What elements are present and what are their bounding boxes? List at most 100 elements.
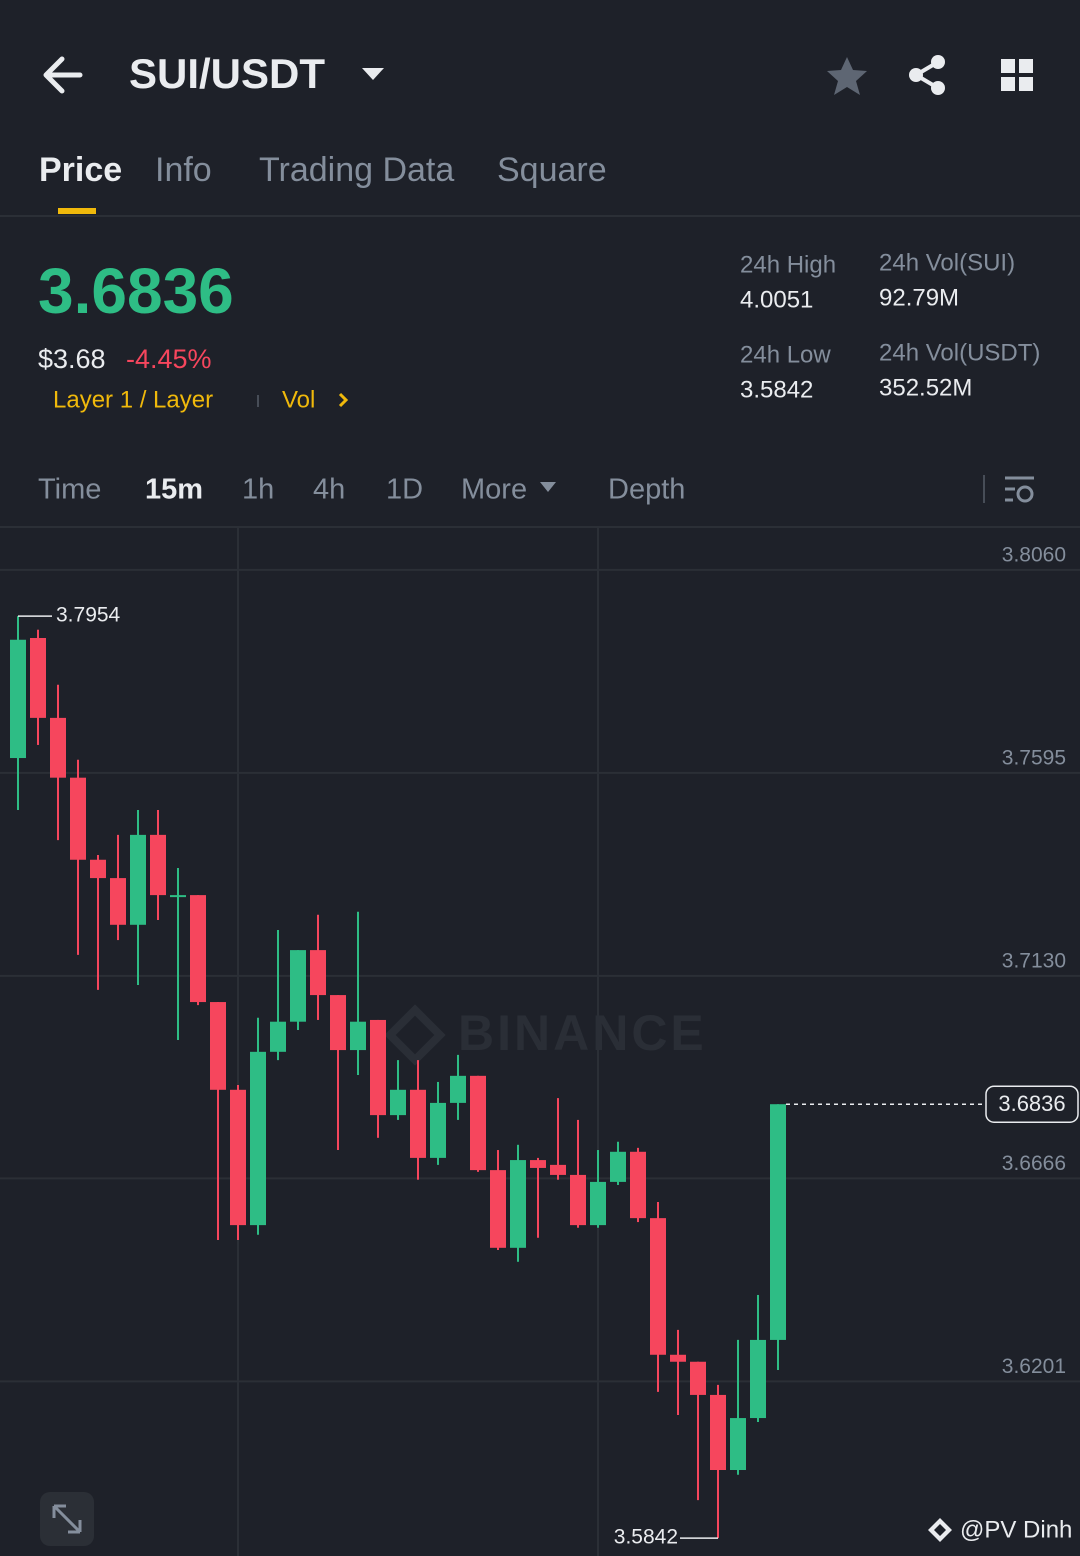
interval[interactable]: 4h (313, 474, 345, 506)
tab[interactable]: Square (497, 151, 607, 189)
candle-body (770, 1104, 786, 1340)
last-price: 3.6836 (38, 255, 234, 327)
stat-label: 24h Vol(SUI) (879, 249, 1015, 276)
pair-dropdown[interactable] (362, 68, 384, 80)
interval[interactable]: More (461, 474, 527, 506)
candle-body (590, 1181, 606, 1226)
pair-title[interactable]: SUI/USDT (129, 50, 325, 97)
candle-body (270, 1021, 286, 1052)
back-button[interactable] (43, 56, 83, 94)
candle-body (610, 1151, 626, 1182)
candle-body (70, 777, 86, 860)
more-dropdown (540, 482, 556, 492)
candle-body (330, 995, 346, 1051)
candle-body (170, 895, 186, 898)
tab[interactable]: Trading Data (259, 151, 454, 189)
watermark-logo (384, 1004, 446, 1066)
candle-body (490, 1170, 506, 1248)
candle-body (10, 639, 26, 759)
candle-body (30, 638, 46, 718)
stat-label: 24h Low (740, 341, 831, 368)
y-tick-label: 3.7130 (1002, 949, 1066, 972)
candle-body (230, 1089, 246, 1226)
expand-button[interactable] (40, 1492, 94, 1546)
icon-gear (1016, 485, 1034, 503)
candle-body (710, 1394, 726, 1471)
watermark-text: BINANCE (458, 1005, 707, 1061)
price-change: -4.45% (126, 344, 212, 374)
candle-body (570, 1174, 586, 1226)
last-price-label: 3.6836 (998, 1091, 1065, 1116)
candle-body (250, 1051, 266, 1226)
vol-tag[interactable]: Vol (282, 386, 315, 413)
interval[interactable]: 1h (242, 474, 274, 506)
fiat-price: $3.68 (38, 344, 106, 374)
candle-body (90, 859, 106, 879)
candle-body (130, 834, 146, 925)
stat-value: 92.79M (879, 284, 959, 311)
candle-body (310, 950, 326, 996)
candle-body (350, 1021, 366, 1051)
candle-body (150, 834, 166, 896)
stat-label: 24h Vol(USDT) (879, 339, 1040, 366)
chevron (338, 392, 349, 408)
interval[interactable]: 1D (386, 474, 423, 506)
share-dot (931, 81, 945, 95)
grid-cell (1019, 59, 1033, 73)
candle-body (650, 1218, 666, 1355)
candle-body (750, 1339, 766, 1419)
interval[interactable]: Depth (608, 474, 685, 506)
candlestick-chart: 3.8060 3.7595 3.7130 3.6666 3.6201 3.7954 3.58… (0, 543, 1080, 1549)
tab-indicator (58, 208, 96, 214)
category-tag[interactable]: Layer 1 / Layer (53, 386, 213, 413)
grid-menu[interactable] (1001, 59, 1033, 91)
credit-logo (928, 1518, 952, 1542)
candle-body (510, 1160, 526, 1248)
last-price-box (985, 1085, 1079, 1123)
share-button[interactable] (909, 55, 945, 95)
back-arrow (43, 56, 83, 94)
candle-body (390, 1089, 406, 1116)
y-tick-label: 3.6666 (1002, 1152, 1066, 1175)
low-marker-label: 3.5842 (614, 1526, 678, 1549)
high-marker-label: 3.7954 (56, 604, 121, 627)
chart-settings[interactable] (1005, 476, 1034, 503)
y-tick-label: 3.7595 (1002, 746, 1066, 769)
candle-body (550, 1164, 566, 1175)
candle-body (730, 1418, 746, 1471)
stat-value: 4.0051 (740, 286, 813, 313)
interval[interactable]: Time (38, 474, 101, 506)
y-tick-label: 3.8060 (1002, 543, 1066, 566)
tab[interactable]: Info (155, 151, 212, 189)
stat-value: 3.5842 (740, 376, 813, 403)
candle-body (530, 1160, 546, 1168)
candle-body (370, 1019, 386, 1116)
stat-label: 24h High (740, 251, 836, 278)
grid-cell (1019, 77, 1033, 91)
candle-body (670, 1354, 686, 1362)
stat-value: 352.52M (879, 374, 972, 401)
favorite-star[interactable] (827, 57, 867, 95)
candle-body (50, 717, 66, 778)
candle-body (470, 1075, 486, 1171)
candle-body (210, 1002, 226, 1090)
share-dot (931, 55, 945, 69)
candle-body (430, 1102, 446, 1158)
y-tick-label: 3.6201 (1002, 1355, 1066, 1378)
interval[interactable]: 15m (145, 474, 203, 506)
candle-body (410, 1089, 426, 1158)
candle-body (110, 878, 126, 925)
tab[interactable]: Price (39, 151, 122, 189)
candle-body (290, 950, 306, 1022)
candle-body (690, 1361, 706, 1395)
share-dot (909, 68, 923, 82)
credit: @PV Dinh (960, 1516, 1072, 1543)
grid-cell (1001, 59, 1015, 73)
expand-icon (52, 1504, 82, 1534)
grid-cell (1001, 77, 1015, 91)
watermark: BINANCE (384, 1004, 707, 1066)
candle-body (630, 1151, 646, 1219)
candle-body (450, 1075, 466, 1103)
